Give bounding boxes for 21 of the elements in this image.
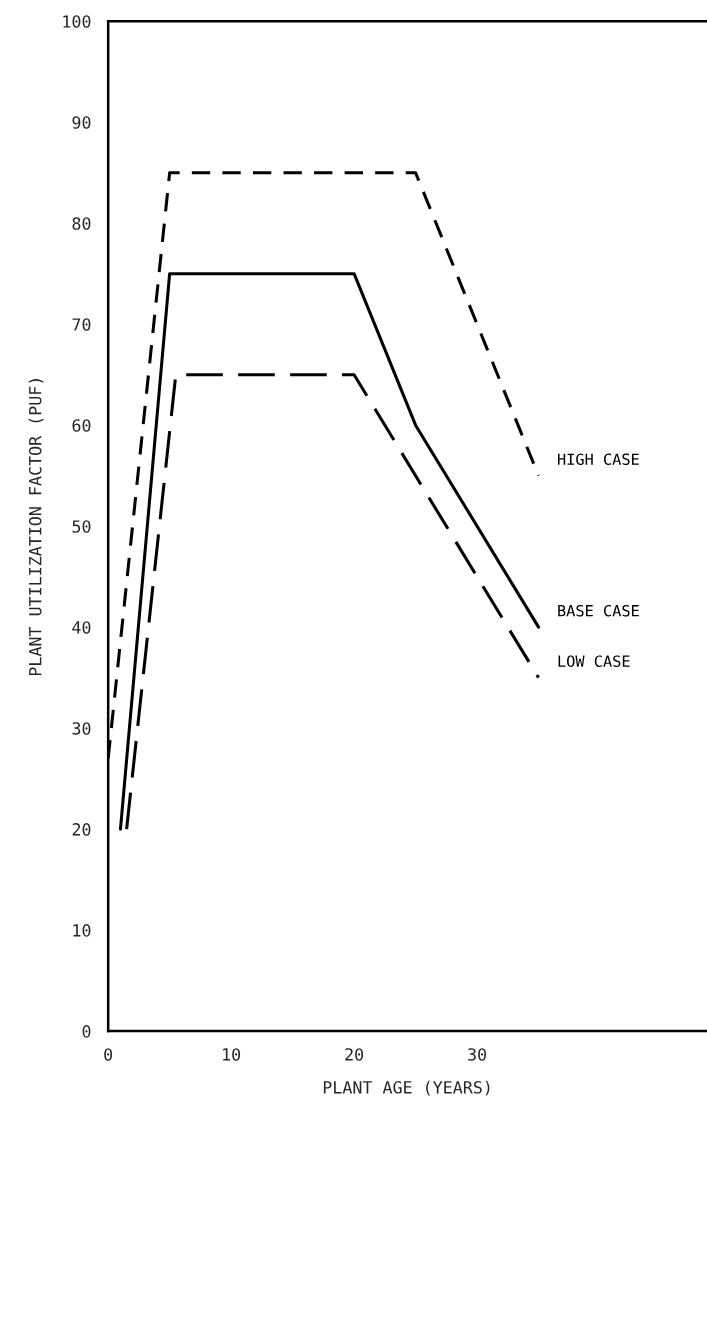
y-tick-label: 70 (72, 318, 91, 331)
y-axis-title: PLANT UTILIZATION FACTOR (PUF) (28, 379, 44, 676)
x-axis-title: PLANT AGE (YEARS) (323, 1080, 490, 1096)
line-series (118, 272, 541, 831)
x-tick-label: 10 (223, 1048, 241, 1061)
y-tick-label: 10 (73, 924, 91, 937)
x-tick-label: 0 (104, 1048, 113, 1061)
y-tick-label: 60 (72, 419, 91, 432)
x-tick-label: 20 (345, 1048, 364, 1061)
y-tick-label: 0 (82, 1025, 91, 1038)
y-tick-label: 50 (72, 520, 91, 533)
y-tick-label: 40 (72, 621, 91, 634)
series-label: BASE CASE (558, 604, 639, 617)
y-tick-label: 90 (72, 116, 91, 129)
series-label: HIGH CASE (558, 453, 639, 465)
x-tick-label: 30 (468, 1048, 487, 1061)
series-label: LOW CASE (558, 655, 630, 667)
y-tick-label: 30 (72, 722, 91, 735)
y-tick-label: 80 (72, 217, 91, 230)
y-tick-label: 20 (72, 823, 91, 836)
y-tick-label: 100 (63, 15, 91, 28)
